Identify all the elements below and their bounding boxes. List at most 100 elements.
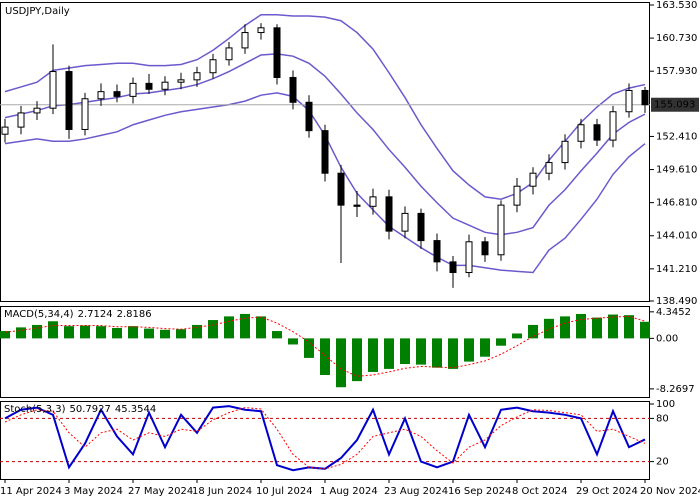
candle-body <box>129 82 137 97</box>
candle-body <box>49 71 57 109</box>
x-tick-label: 3 May 2024 <box>64 486 123 497</box>
candle-body <box>113 91 121 97</box>
macd-bar <box>400 338 410 365</box>
macd-bar <box>144 328 154 339</box>
y-tick-label: 141.210 <box>656 264 697 275</box>
macd-bar <box>384 338 394 369</box>
macd-bar <box>96 326 106 339</box>
candle-body <box>353 204 361 207</box>
macd-bar <box>304 338 314 358</box>
indicator-value: 2.8186 <box>117 309 152 320</box>
macd-bar <box>80 325 90 339</box>
x-tick-label: 20 Nov 2024 <box>640 486 700 497</box>
macd-bar <box>48 321 58 339</box>
macd-bar <box>592 317 602 339</box>
candle-body <box>177 79 185 83</box>
price-label-box <box>651 97 699 112</box>
stoch-line <box>4 407 646 470</box>
candle-body <box>209 59 217 74</box>
candle-body <box>193 72 201 81</box>
macd-bar <box>608 314 618 339</box>
candle-body <box>401 212 409 232</box>
indicator-value: 50.7927 <box>69 404 110 415</box>
candle-body <box>481 241 489 256</box>
candle-body <box>337 172 345 206</box>
macd-bar <box>208 320 218 339</box>
macd-bar <box>224 316 234 339</box>
candle-body <box>433 240 441 263</box>
indicator-value: 2.7124 <box>78 309 113 320</box>
signal-line <box>4 315 646 377</box>
candle-body <box>305 101 313 132</box>
x-tick-label: 23 Aug 2024 <box>384 486 448 497</box>
candle-body <box>321 130 329 174</box>
macd-bar <box>128 326 138 339</box>
x-tick-label: 27 May 2024 <box>128 486 193 497</box>
macd-bar <box>240 313 250 339</box>
macd-bar <box>448 338 458 369</box>
candle-body <box>497 204 505 256</box>
macd-bar <box>624 315 634 339</box>
candle-body <box>529 172 537 187</box>
macd-bar <box>320 338 330 376</box>
macd-bar <box>112 327 122 339</box>
macd-bar <box>432 338 442 368</box>
candle-body <box>417 212 425 242</box>
x-tick-label: 18 Jun 2024 <box>192 486 252 497</box>
bollinger-band <box>4 14 646 200</box>
panel-frame <box>0 306 650 398</box>
x-tick-label: 8 Oct 2024 <box>512 486 567 497</box>
candle-body <box>33 107 41 114</box>
y-tick-label: 152.410 <box>656 131 697 142</box>
macd-bar <box>288 338 298 345</box>
candle-body <box>161 81 169 90</box>
y-tick-label: 0.00 <box>656 333 678 344</box>
y-tick-label: 20 <box>656 457 669 468</box>
candle-body <box>449 261 457 274</box>
macd-bar <box>560 316 570 339</box>
y-tick-label: 160.730 <box>656 33 697 44</box>
y-tick-label: 149.610 <box>656 165 697 176</box>
candle-body <box>369 196 377 207</box>
y-tick-label: 138.490 <box>656 296 697 307</box>
candle-body <box>641 89 649 106</box>
macd-bar <box>576 313 586 339</box>
y-tick-label: 4.3452 <box>656 307 691 318</box>
y-tick-label: 163.530 <box>656 0 697 11</box>
y-tick-label: 80 <box>656 413 669 424</box>
candle-body <box>289 76 297 103</box>
macd-bar <box>32 324 42 339</box>
panel-frame <box>0 401 650 480</box>
macd-bar <box>512 333 522 339</box>
indicator-title: Stoch(5,3,3) <box>4 404 66 415</box>
chart-title: USDJPY,Daily <box>5 6 70 17</box>
candle-body <box>273 27 281 78</box>
bollinger-band <box>4 53 646 236</box>
macd-bar <box>528 324 538 339</box>
y-tick-label: 146.810 <box>656 198 697 209</box>
x-tick-label: 10 Jul 2024 <box>256 486 313 497</box>
candle-body <box>17 112 25 128</box>
candle-body <box>97 91 105 100</box>
candle-body <box>65 71 73 130</box>
candle-body <box>81 98 89 130</box>
macd-bar <box>64 326 74 339</box>
price-label: 155.093 <box>654 100 695 111</box>
candle-body <box>561 140 569 164</box>
macd-bar <box>160 329 170 339</box>
candle-body <box>225 47 233 61</box>
candle-body <box>1 126 9 135</box>
macd-bar <box>256 316 266 339</box>
macd-bar <box>272 331 282 339</box>
candle-body <box>545 162 553 174</box>
stoch-line <box>4 405 646 472</box>
x-tick-label: 11 Apr 2024 <box>0 486 62 497</box>
macd-bar <box>352 338 362 382</box>
macd-bar <box>416 338 426 365</box>
macd-bar <box>176 329 186 339</box>
macd-bar <box>640 321 650 339</box>
